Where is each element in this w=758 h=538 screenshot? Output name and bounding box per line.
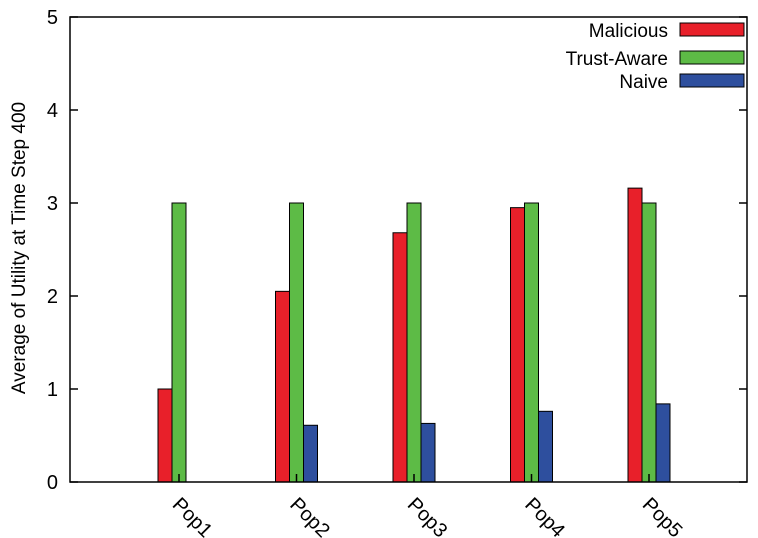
legend-swatch [679,22,745,37]
y-tick-label: 5 [47,7,58,29]
bar-malicious-pop5 [627,187,643,483]
x-tick-label: Pop1 [168,494,217,538]
bar-trust-aware-pop2 [289,202,304,483]
x-tick-label: Pop4 [520,494,569,538]
x-tick-label: Pop2 [285,494,334,538]
plot-frame [69,16,748,483]
legend-label: Naive [619,72,668,93]
bar-trust-aware-pop1 [171,202,187,483]
y-tick-label: 1 [47,379,58,401]
bar-naive-pop4 [538,410,553,483]
y-axis-title: Average of Utility at Time Step 400 [9,102,30,394]
bar-trust-aware-pop5 [641,202,657,483]
bars [157,187,671,483]
legend-swatch [679,73,745,88]
bar-trust-aware-pop3 [406,202,422,483]
x-axis-ticks: Pop1 Pop2 Pop3 Pop4 Pop5 [168,474,687,538]
bar-naive-pop3 [420,422,436,483]
x-tick-label: Pop5 [638,494,687,538]
bar-naive-pop5 [655,403,671,483]
bar-naive-pop2 [303,424,318,483]
y-tick-label: 3 [47,193,58,215]
legend-label: Malicious [589,21,668,42]
legend-swatch [679,50,745,65]
legend-label: Trust-Aware [566,49,668,70]
bar-malicious-pop1 [157,388,173,483]
bar-malicious-pop3 [392,232,408,483]
y-tick-label: 0 [47,472,58,494]
x-tick-label: Pop3 [403,494,452,538]
bar-malicious-pop2 [275,290,290,483]
bar-malicious-pop4 [510,207,525,483]
y-tick-label: 2 [47,286,58,308]
y-tick-label: 4 [47,100,58,122]
bar-trust-aware-pop4 [524,202,539,483]
